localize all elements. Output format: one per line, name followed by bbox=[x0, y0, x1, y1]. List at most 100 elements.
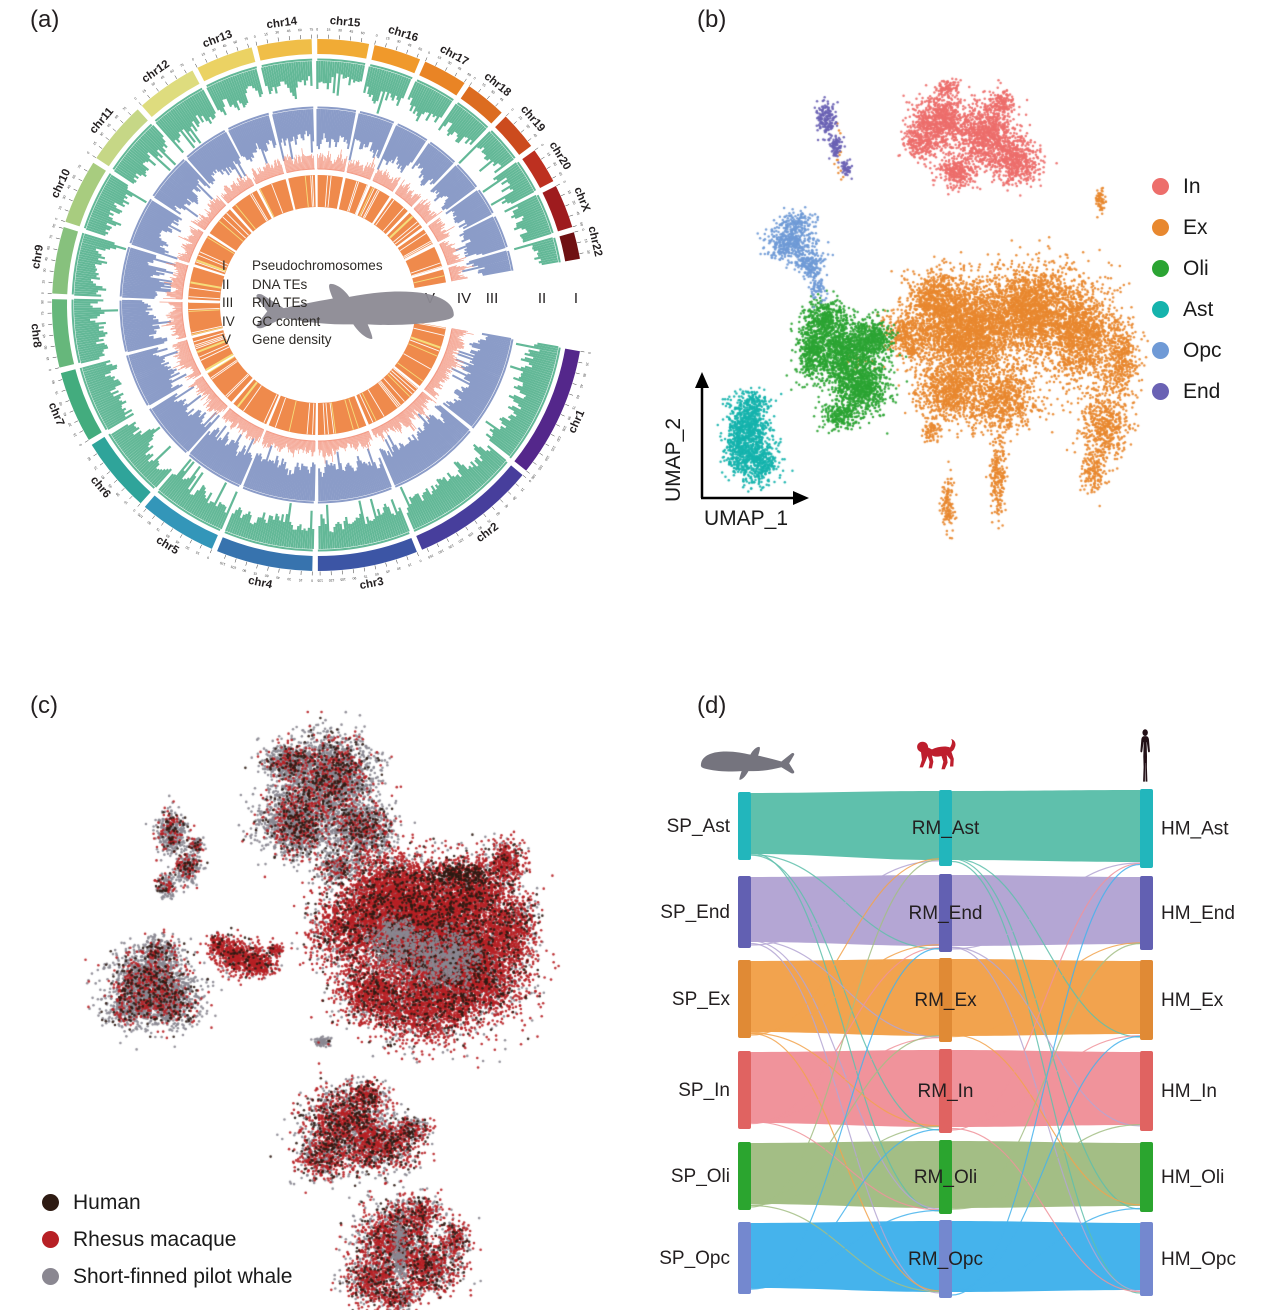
svg-text:30: 30 bbox=[42, 268, 46, 272]
flow-RM-HM-Opc bbox=[952, 1221, 1140, 1292]
svg-text:45: 45 bbox=[160, 75, 165, 80]
celltype-legend: In Ex Oli Ast Opc End bbox=[1152, 166, 1222, 412]
svg-text:45: 45 bbox=[504, 503, 510, 509]
node-SP_In bbox=[738, 1051, 751, 1129]
label-HM_Opc: HM_Opc bbox=[1161, 1249, 1236, 1270]
label-HM_In: HM_In bbox=[1161, 1081, 1217, 1102]
svg-text:0: 0 bbox=[191, 57, 195, 61]
svg-text:30: 30 bbox=[396, 566, 401, 571]
minor-flow-Ex-to-End bbox=[951, 942, 1141, 1038]
chromosome-label-chr18: chr18 bbox=[482, 70, 514, 99]
svg-text:90: 90 bbox=[87, 456, 92, 461]
node-RM_Ast bbox=[939, 790, 952, 866]
minor-flow-In-to-Ast bbox=[951, 863, 1141, 1131]
chromosome-chr3: 0 15 30 45 60 75 90 105 120 135 chr3 bbox=[317, 395, 422, 592]
minor-flow-End-to-Ast bbox=[750, 860, 940, 946]
svg-text:60: 60 bbox=[467, 72, 472, 77]
minor-flow-End-to-Oli bbox=[750, 940, 940, 1210]
svg-text:45: 45 bbox=[62, 412, 67, 417]
legend-label: End bbox=[1183, 379, 1221, 403]
svg-text:15: 15 bbox=[92, 141, 98, 146]
svg-text:45: 45 bbox=[579, 384, 584, 389]
ring-numeral-V: V bbox=[425, 290, 435, 307]
chromosome-label-chr9: chr9 bbox=[30, 244, 46, 270]
ring-legend-label: DNA TEs bbox=[252, 276, 308, 292]
legend-label: Opc bbox=[1183, 338, 1222, 362]
svg-text:90: 90 bbox=[51, 380, 56, 385]
legend-item-human: Human bbox=[42, 1184, 292, 1221]
svg-text:120: 120 bbox=[556, 435, 562, 442]
svg-text:30: 30 bbox=[44, 345, 49, 349]
svg-text:30: 30 bbox=[447, 60, 452, 65]
ring-numeral-II: II bbox=[538, 290, 546, 307]
legend-item-ast: Ast bbox=[1152, 289, 1222, 330]
svg-text:75: 75 bbox=[54, 390, 59, 395]
species-legend: Human Rhesus macaque Short-finned pilot wh… bbox=[42, 1184, 292, 1295]
flow-SP-RM-Ast bbox=[751, 791, 939, 860]
chromosome-chr14: 0 15 30 45 60 75 chr14 bbox=[253, 15, 316, 210]
flow-SP-RM-End bbox=[751, 875, 939, 946]
legend-item-end: End bbox=[1152, 371, 1222, 412]
ring-legend-row-IV: IV GC content bbox=[222, 313, 383, 332]
svg-text:75: 75 bbox=[253, 571, 258, 576]
svg-text:45: 45 bbox=[107, 483, 113, 489]
chromosome-label-chr17: chr17 bbox=[438, 43, 471, 68]
minor-flow-Oli-to-In bbox=[951, 1124, 1141, 1210]
svg-text:60: 60 bbox=[41, 323, 45, 327]
svg-text:0: 0 bbox=[206, 555, 209, 559]
svg-text:90: 90 bbox=[352, 576, 356, 580]
flow-SP-RM-Opc bbox=[751, 1221, 939, 1292]
svg-text:0: 0 bbox=[473, 76, 477, 80]
node-SP_Opc bbox=[738, 1222, 751, 1294]
chromosome-label-chr5: chr5 bbox=[154, 534, 181, 557]
umap-species-canvas bbox=[30, 690, 660, 1310]
legend-dot bbox=[1152, 178, 1169, 195]
label-RM_End: RM_End bbox=[909, 903, 983, 924]
svg-text:105: 105 bbox=[561, 425, 567, 432]
svg-text:60: 60 bbox=[298, 28, 302, 32]
svg-text:0: 0 bbox=[375, 34, 378, 38]
label-RM_Oli: RM_Oli bbox=[914, 1167, 977, 1188]
svg-text:0: 0 bbox=[540, 143, 544, 147]
svg-text:15: 15 bbox=[584, 238, 589, 243]
svg-text:120: 120 bbox=[457, 537, 464, 543]
flow-RM-HM-Ast bbox=[952, 790, 1140, 862]
svg-text:45: 45 bbox=[349, 29, 353, 33]
ring-legend-label: Gene density bbox=[252, 332, 332, 348]
svg-text:45: 45 bbox=[175, 539, 180, 544]
svg-text:135: 135 bbox=[550, 445, 556, 452]
flow-SP-RM-Oli bbox=[751, 1141, 939, 1208]
ring-numeral-IV: IV bbox=[457, 290, 471, 307]
ring-legend-row-I: I Pseudochromosomes bbox=[222, 257, 383, 276]
chromosome-label-chr15: chr15 bbox=[329, 15, 361, 30]
svg-text:15: 15 bbox=[327, 28, 331, 32]
svg-text:15: 15 bbox=[142, 88, 148, 94]
minor-flow-In-to-Ex bbox=[750, 1037, 940, 1122]
svg-text:105: 105 bbox=[137, 512, 144, 519]
minor-flow-End-to-In bbox=[951, 946, 1141, 1127]
minor-flow-In-to-End bbox=[750, 947, 940, 1125]
label-SP_In: SP_In bbox=[678, 1080, 730, 1101]
y-axis-label: UMAP_2 bbox=[662, 418, 685, 502]
svg-text:15: 15 bbox=[481, 82, 487, 88]
svg-text:30: 30 bbox=[99, 131, 105, 137]
ring-legend-label: RNA TEs bbox=[252, 295, 308, 311]
svg-text:90: 90 bbox=[52, 223, 57, 228]
label-HM_Ast: HM_Ast bbox=[1161, 819, 1229, 840]
svg-text:0: 0 bbox=[48, 368, 52, 371]
svg-text:60: 60 bbox=[374, 572, 379, 577]
node-HM_End bbox=[1140, 876, 1153, 950]
svg-text:15: 15 bbox=[585, 362, 590, 367]
chromosome-label-chr19: chr19 bbox=[518, 103, 547, 134]
svg-text:15: 15 bbox=[41, 280, 45, 284]
svg-text:30: 30 bbox=[67, 422, 72, 427]
ring-legend-numeral: II bbox=[222, 276, 230, 292]
minor-flow-Opc-to-Ast bbox=[951, 863, 1141, 1296]
chromosome-chr4: 0 15 30 45 60 75 90 105 120 chr4 bbox=[217, 395, 316, 592]
label-SP_End: SP_End bbox=[660, 902, 730, 923]
svg-text:45: 45 bbox=[407, 43, 412, 48]
svg-text:45: 45 bbox=[42, 334, 46, 338]
